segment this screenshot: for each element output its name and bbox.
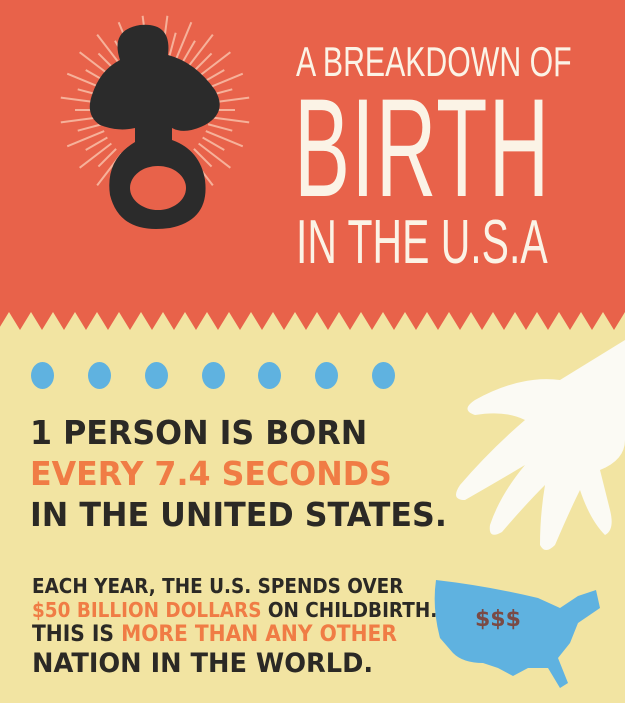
- dot: [315, 362, 338, 389]
- sunburst-ray: [66, 130, 105, 148]
- highlight: $50 BILLION DOLLARS: [32, 598, 262, 622]
- stat1-line1: 1 PERSON IS BORN: [30, 413, 368, 452]
- sunburst-ray: [97, 148, 117, 168]
- header-banner: [0, 0, 625, 330]
- dot: [88, 362, 111, 389]
- title-birth: BIRTH: [294, 69, 551, 226]
- stat2-line1: EACH YEAR, THE U.S. SPENDS OVER: [32, 574, 404, 598]
- sunburst-ray: [187, 34, 214, 67]
- sunburst-ray: [96, 34, 123, 67]
- dot: [31, 362, 54, 389]
- dot: [145, 362, 168, 389]
- sunburst-ray: [207, 123, 233, 132]
- sunburst-ray: [77, 123, 103, 132]
- dot: [372, 362, 395, 389]
- money-label: $$$: [475, 607, 521, 632]
- sunburst-ray: [168, 32, 177, 58]
- dot: [258, 362, 281, 389]
- title-line-1: A BREAKDOWN OF: [296, 38, 572, 85]
- sunburst-ray: [198, 142, 231, 169]
- text: ON CHILDBIRTH.: [261, 598, 438, 622]
- sunburst-ray: [193, 148, 213, 168]
- text: THIS IS: [32, 622, 122, 647]
- sunburst-ray: [181, 40, 196, 63]
- highlight: MORE THAN ANY OTHER: [121, 622, 397, 647]
- hand-icon: [456, 340, 625, 550]
- stat2-line4: NATION IN THE WORLD.: [32, 648, 374, 679]
- stat1-line2: EVERY 7.4 SECONDS: [30, 454, 392, 493]
- sunburst-ray: [193, 52, 213, 72]
- usa-map-icon: [434, 580, 600, 688]
- stat2-line2: $50 BILLION DOLLARS ON CHILDBIRTH.: [32, 599, 437, 621]
- sunburst-ray: [198, 51, 231, 78]
- pacifier-icon: [89, 24, 220, 230]
- stat2-line3: THIS IS MORE THAN ANY OTHER: [32, 623, 397, 647]
- sunburst-ray: [209, 116, 250, 124]
- sunburst-ray: [202, 136, 225, 151]
- sunburst-ray: [79, 142, 112, 169]
- title-line-3: IN THE U.S.A: [296, 208, 548, 277]
- sunburst-ray: [85, 136, 108, 151]
- sunburst-ray: [175, 21, 193, 60]
- sunburst-ray: [205, 130, 244, 148]
- stat1-line3: IN THE UNITED STATES.: [30, 495, 447, 534]
- dot: [202, 362, 225, 389]
